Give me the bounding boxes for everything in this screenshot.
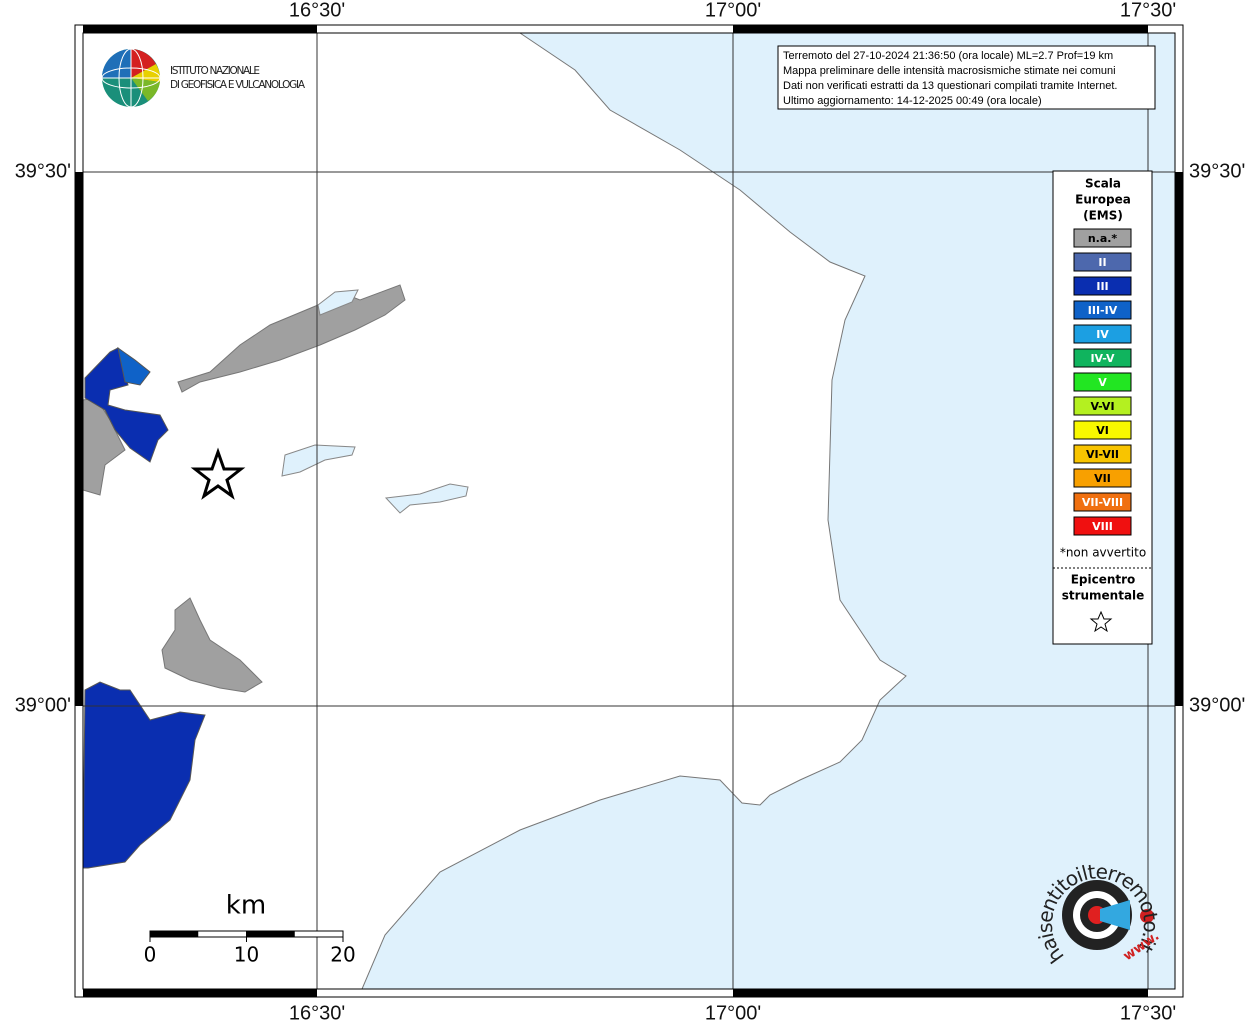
info-lines: Terremoto del 27-10-2024 21:36:50 (ora l… [783, 50, 1117, 107]
legend-swatch [1073, 228, 1132, 248]
scale-label: 0 [144, 943, 157, 967]
legend-swatch [1073, 276, 1132, 296]
logo-segment [131, 49, 156, 78]
legend-swatch [1073, 516, 1132, 536]
scale-bar: km 0 10 20 [144, 891, 356, 967]
lon-label: 17°30' [1120, 0, 1176, 21]
area-na [177, 284, 406, 393]
lon-label: 17°00' [705, 1002, 761, 1024]
legend-label: V-VI [1090, 400, 1114, 413]
info-line: Terremoto del 27-10-2024 21:36:50 (ora l… [783, 50, 1113, 62]
institute-name: ISTITUTO NAZIONALE [170, 65, 260, 77]
scale-unit: km [226, 891, 266, 921]
legend-title: (EMS) [1083, 209, 1123, 223]
scale-segment [246, 931, 295, 937]
legend-swatch [1073, 372, 1132, 392]
legend-epicenter: Epicentro [1071, 573, 1136, 587]
scale-segment [150, 931, 199, 937]
area-iii [82, 681, 206, 869]
legend-label: II [1098, 256, 1106, 269]
lat-label: 39°00' [15, 694, 71, 716]
legend-label: IV-V [1090, 352, 1115, 365]
lon-label: 16°30' [289, 1002, 345, 1024]
lat-label: 39°00' [1189, 694, 1245, 716]
legend-label: n.a.* [1088, 232, 1118, 245]
epicenter [190, 447, 246, 500]
legend-title: Scala [1085, 177, 1121, 191]
frame-bar [733, 989, 1148, 997]
badge-beam [1100, 900, 1130, 930]
sea [361, 32, 1176, 990]
area-iii-iv [117, 346, 151, 386]
info-line: Ultimo aggiornamento: 14-12-2025 00:49 (… [783, 95, 1042, 107]
frame-bar [75, 172, 83, 706]
lat-label: 39°30' [1189, 160, 1245, 182]
legend-label: VI-VII [1086, 448, 1119, 461]
legend-label: VI [1096, 424, 1109, 437]
legend-label: IV [1096, 328, 1109, 341]
frame-bar [83, 989, 317, 997]
frame-bar [733, 25, 1148, 33]
lat-label: 39°30' [15, 160, 71, 182]
area-na [161, 597, 263, 693]
lake [281, 444, 356, 477]
graticule-labels: 16°30' 17°00' 17°30' 16°30' 17°00' 17°30… [15, 0, 1246, 1024]
frame-bar [83, 25, 317, 33]
legend-swatch [1073, 468, 1132, 488]
legend-label: III [1096, 280, 1108, 293]
lon-label: 16°30' [289, 0, 345, 21]
badge-dot [1140, 909, 1154, 923]
legend-note: *non avvertito [1060, 546, 1146, 560]
frame-bar [1175, 172, 1183, 706]
legend-label: VIII [1092, 520, 1113, 533]
legend-label: VII-VIII [1082, 496, 1123, 509]
logo-segment [131, 78, 160, 101]
scale-label: 10 [234, 943, 259, 967]
lon-label: 17°30' [1120, 1002, 1176, 1024]
legend-label: III-IV [1088, 304, 1118, 317]
lake [317, 289, 359, 316]
legend-swatch [1073, 444, 1132, 464]
legend-swatch [1073, 420, 1132, 440]
lon-label: 17°00' [705, 0, 761, 21]
info-line: Mappa preliminare delle intensità macros… [783, 65, 1116, 77]
info-box [777, 45, 1156, 110]
legend-label: V [1098, 376, 1107, 389]
legend-swatch [1073, 492, 1132, 512]
scale-label: 20 [330, 943, 355, 967]
legend-swatch [1073, 324, 1132, 344]
legend-swatch [1073, 252, 1132, 272]
info-line: Dati non verificati estratti da 13 quest… [783, 80, 1117, 92]
legend-epicenter: strumentale [1062, 589, 1145, 603]
logo-segment [102, 49, 131, 78]
logo-grid [101, 48, 161, 108]
ingv-logo: ISTITUTO NAZIONALE DI GEOFISICA E VULCAN… [101, 48, 306, 108]
legend: ScalaEuropea(EMS)n.a.*IIIIIIII-IVIVIV-VV… [1060, 177, 1146, 603]
legend-epicenter-symbol [1089, 610, 1113, 633]
lake [384, 483, 469, 514]
legend-title: Europea [1075, 193, 1131, 207]
institute-name: DI GEOFISICA E VULCANOLOGIA [170, 79, 306, 91]
legend-label: VII [1094, 472, 1111, 485]
legend-swatch [1073, 300, 1132, 320]
legend-swatch [1073, 396, 1132, 416]
legend-swatch [1073, 348, 1132, 368]
frame-bars [75, 25, 1183, 997]
